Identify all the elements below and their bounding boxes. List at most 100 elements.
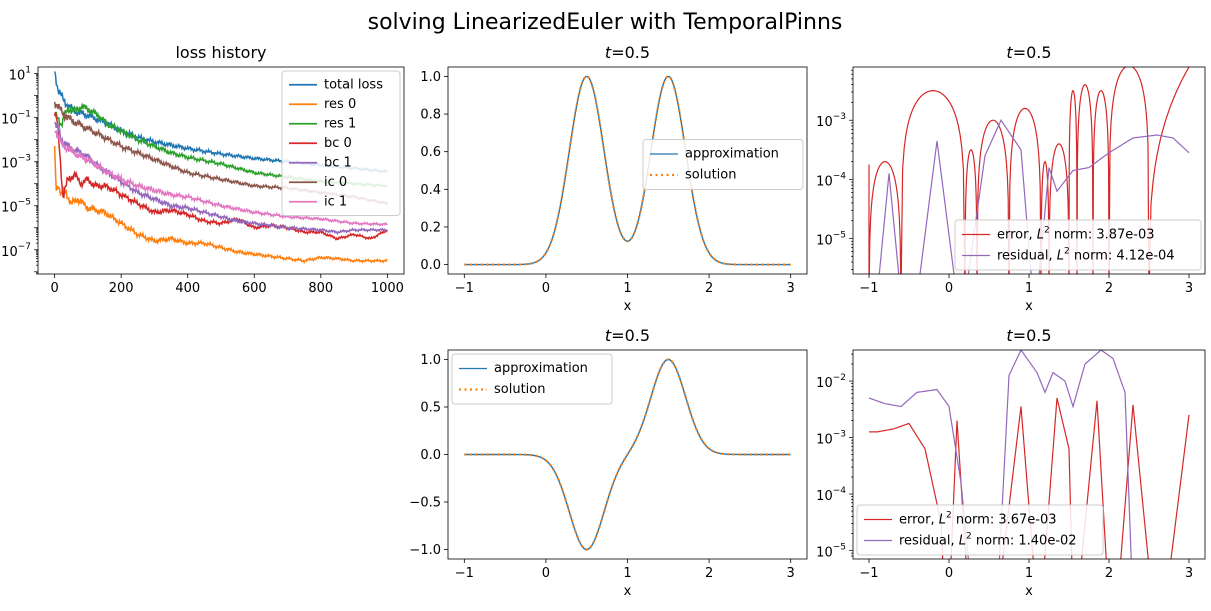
panel-title: loss history bbox=[175, 43, 266, 62]
x-tick-label: −1 bbox=[859, 281, 878, 296]
y-tick-label: 10−3 bbox=[816, 429, 846, 447]
y-tick-label: 10−4 bbox=[816, 171, 846, 189]
y-tick-label: 1.0 bbox=[420, 70, 441, 85]
y-tick-label: 10−7 bbox=[1, 241, 31, 259]
x-tick-label: −1 bbox=[859, 566, 878, 581]
legend-box bbox=[451, 353, 613, 405]
series-error, L² norm: 3.87e-03 bbox=[868, 67, 1190, 274]
panel-error-bottom: −1 0 1 2 3 10−2 10−3 10−4 10−5 t=0.5 x error, L2 no… bbox=[816, 326, 1206, 599]
legend-box bbox=[856, 504, 1104, 556]
legend-label: solution bbox=[685, 168, 736, 183]
y-tick-label: 10−4 bbox=[816, 486, 846, 504]
series-res 0 bbox=[53, 145, 388, 264]
x-tick-label: 3 bbox=[1185, 566, 1193, 581]
x-tick-label: 0 bbox=[945, 566, 953, 581]
x-axis-label: x bbox=[624, 299, 632, 314]
legend: error, L2 norm: 3.67e-03 residual, L2 nor… bbox=[856, 504, 1104, 556]
x-tick-label: 3 bbox=[1185, 281, 1193, 296]
x-axis-label: x bbox=[1025, 584, 1033, 599]
x-tick-label: 1000 bbox=[371, 281, 404, 296]
y-tick-label: −0.5 bbox=[409, 496, 441, 511]
legend-box bbox=[281, 70, 401, 216]
legend-label: residual, L2 norm: 1.40e-02 bbox=[899, 531, 1077, 548]
x-axis-label: x bbox=[624, 584, 632, 599]
x-tick-label: 800 bbox=[308, 281, 333, 296]
legend: approximation solution bbox=[451, 353, 613, 405]
x-tick-label: 2 bbox=[1105, 566, 1113, 581]
plot-area bbox=[464, 75, 791, 266]
y-tick-label: 0.4 bbox=[420, 183, 441, 198]
panel-title: t=0.5 bbox=[1006, 326, 1051, 345]
legend: approximation solution bbox=[642, 139, 804, 190]
panel-loss-history: 0 200 400 600 800 1000 101 10−1 10−3 10−5 10−7 loss… bbox=[1, 43, 405, 296]
legend-label: error, L2 norm: 3.87e-03 bbox=[997, 225, 1155, 242]
plot-area bbox=[868, 67, 1190, 274]
x-tick-label: 200 bbox=[109, 281, 134, 296]
x-tick-label: 3 bbox=[787, 281, 795, 296]
x-tick-label: 1 bbox=[623, 281, 631, 296]
panel-title: t=0.5 bbox=[605, 326, 650, 345]
y-tick-label: 10−5 bbox=[816, 230, 846, 248]
y-tick-label: 0.8 bbox=[420, 108, 441, 123]
panel-error-top: −1 0 1 2 3 10−3 10−4 10−5 t=0.5 x error, L2 norm: … bbox=[816, 43, 1206, 314]
legend-label: res 1 bbox=[324, 116, 356, 131]
legend-label: solution bbox=[494, 382, 545, 397]
y-tick-label: 10−2 bbox=[816, 373, 846, 391]
series-residual, L² norm: 4.12e-04 bbox=[878, 119, 1190, 274]
x-tick-label: 0 bbox=[542, 281, 550, 296]
legend: error, L2 norm: 3.87e-03 residual, L2 nor… bbox=[954, 219, 1202, 271]
y-tick-label: 1.0 bbox=[420, 353, 441, 368]
series-residual, L² norm: 1.40e-02 bbox=[868, 350, 1132, 559]
panel-title: t=0.5 bbox=[1006, 43, 1051, 62]
x-tick-label: 0 bbox=[542, 566, 550, 581]
legend: total loss res 0 res 1 bc 0 bc 1 ic 0 ic 1 bbox=[281, 70, 401, 216]
plot-area bbox=[464, 358, 791, 551]
legend-label: approximation bbox=[494, 361, 588, 376]
legend-label: res 0 bbox=[324, 97, 356, 112]
series-ic 1 bbox=[54, 129, 388, 227]
series-bc 0 bbox=[53, 111, 389, 241]
x-tick-label: 1 bbox=[1025, 566, 1033, 581]
x-tick-label: 1 bbox=[623, 566, 631, 581]
x-axis-label: x bbox=[1025, 299, 1033, 314]
y-tick-label: 0.2 bbox=[420, 220, 441, 235]
legend-label: residual, L2 norm: 4.12e-04 bbox=[997, 246, 1175, 263]
x-tick-label: 1 bbox=[1025, 281, 1033, 296]
series-solution bbox=[464, 75, 791, 266]
panel-solution-bottom: −1 0 1 2 3 −1.0 −0.5 0.0 0.5 1.0 t=0.5 x approximati… bbox=[409, 326, 808, 599]
y-tick-label: 0.6 bbox=[420, 145, 441, 160]
legend-label: error, L2 norm: 3.67e-03 bbox=[899, 510, 1057, 527]
x-tick-label: −1 bbox=[455, 566, 474, 581]
x-tick-label: 400 bbox=[175, 281, 200, 296]
x-tick-label: −1 bbox=[455, 281, 474, 296]
x-tick-label: 2 bbox=[1105, 281, 1113, 296]
panel-title: t=0.5 bbox=[605, 43, 650, 62]
y-tick-label: 0.5 bbox=[420, 401, 441, 416]
y-tick-label: 101 bbox=[9, 65, 31, 83]
y-tick-label: 10−5 bbox=[1, 197, 31, 215]
x-tick-label: 0 bbox=[50, 281, 58, 296]
suptitle: solving LinearizedEuler with TemporalPin… bbox=[368, 10, 843, 35]
x-tick-label: 600 bbox=[242, 281, 267, 296]
y-tick-label: 0.0 bbox=[420, 258, 441, 273]
x-tick-label: 2 bbox=[705, 566, 713, 581]
panel-solution-top: −1 0 1 2 3 0.0 0.2 0.4 0.6 0.8 1.0 t=0.5 x approximat… bbox=[420, 43, 808, 314]
legend-label: total loss bbox=[324, 77, 383, 92]
x-tick-label: 0 bbox=[945, 281, 953, 296]
y-tick-label: 10−5 bbox=[816, 542, 846, 560]
legend-label: approximation bbox=[685, 147, 779, 162]
legend-box bbox=[954, 219, 1202, 271]
y-tick-label: 0.0 bbox=[420, 448, 441, 463]
legend-label: ic 1 bbox=[324, 194, 347, 209]
plot-area bbox=[53, 71, 389, 264]
legend-label: bc 1 bbox=[324, 155, 352, 170]
x-tick-label: 3 bbox=[787, 566, 795, 581]
legend-label: ic 0 bbox=[324, 175, 347, 190]
legend-label: bc 0 bbox=[324, 136, 352, 151]
x-tick-label: 2 bbox=[705, 281, 713, 296]
y-tick-label: 10−3 bbox=[816, 112, 846, 130]
series-solution bbox=[464, 358, 791, 551]
legend-box bbox=[642, 139, 804, 190]
y-tick-label: −1.0 bbox=[409, 543, 441, 558]
